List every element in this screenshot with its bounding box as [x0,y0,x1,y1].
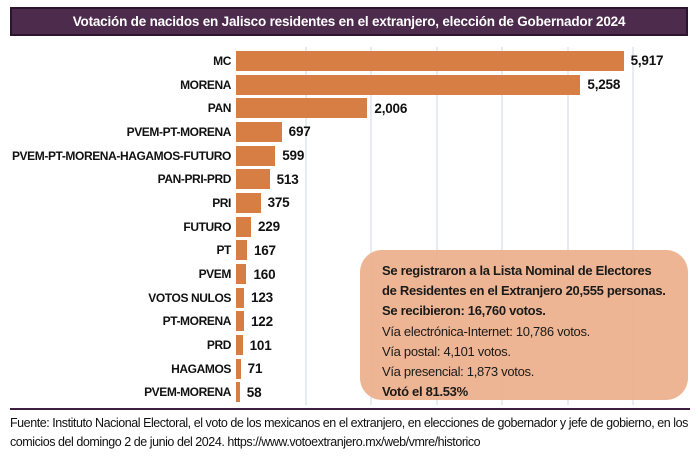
bar-row: PT 167 [0,239,700,263]
annotation-line: Se registraron a la Lista Nominal de Ele… [382,263,652,278]
annotation-line: Vía postal: 4,101 votos. [382,343,511,359]
gridline [501,47,503,405]
bar-row: MORENA 5,258 [0,73,700,97]
bar [236,145,276,166]
bar-label: PT-MORENA [162,314,232,329]
bar-value: 123 [251,290,273,306]
bar-value: 599 [282,148,305,164]
bar-value: 697 [288,124,311,140]
bar-track: 599 [236,145,700,166]
bar [236,311,244,332]
annotation-line: Vía electrónica-Internet: 10,786 votos. [382,323,590,339]
bar-track: 167 [236,240,700,261]
bar-rows: MC 5,917 MORENA 5,258 PAN 2,006 PVEM-PT-MORENA… [0,49,700,404]
gridlines [240,47,640,405]
bar-track: 122 [236,311,700,332]
bar-row: VOTOS NULOS 123 [0,286,700,310]
bar [236,335,243,356]
bar-row: PRD 101 [0,333,700,357]
bar [236,358,241,379]
bar-label: PRD [206,338,232,353]
bar-label: MC [213,53,231,68]
bar-row: PVEM-PT-MORENA-HAGAMOS-FUTURO 599 [0,144,700,168]
bar-track: 5,917 [236,50,700,71]
bar-value: 2,006 [374,100,408,116]
bar-track: 71 [236,358,700,379]
gridline [304,47,307,405]
annotation-line: Se recibieron: 16,760 votos. [382,303,546,319]
bar-label: PVEM-MORENA [144,385,231,400]
bar-row: PAN 2,006 [0,96,700,120]
bar-value: 122 [250,313,273,329]
bar-track: 229 [236,216,700,237]
bar-track: 513 [236,169,700,190]
gridline [435,47,438,405]
chart-title: Votación de nacidos en Jalisco residente… [72,14,626,29]
bar-row: FUTURO 229 [0,215,700,239]
bar-label: PAN-PRI-PRD [157,172,232,187]
footer-divider [10,408,690,410]
bar-label: VOTOS NULOS [148,290,231,305]
bar-label: PRI [212,195,231,210]
bar-value: 58 [246,384,262,400]
bar-row: PVEM-MORENA 58 [0,381,700,405]
bar-label: PVEM-PT-MORENA-HAGAMOS-FUTURO [11,148,231,163]
bar [236,264,247,285]
bar [236,98,368,119]
plot-area: MC 5,917 MORENA 5,258 PAN 2,006 PVEM-PT-MORENA… [0,47,700,405]
bar-row: HAGAMOS 71 [0,357,700,381]
bar [236,169,270,190]
bar-row: PRI 375 [0,191,700,215]
bar-value: 160 [253,266,276,282]
gridline [632,47,634,405]
bar-row: PAN-PRI-PRD 513 [0,167,700,191]
annotation-line: de Residentes en el Extranjero 20,555 pe… [382,283,666,299]
bar-track: 123 [236,287,700,308]
bar-value: 167 [253,242,276,258]
bar [236,240,247,261]
annotation-line: Vía presencial: 1,873 votos. [382,364,535,380]
bar-track: 160 [236,264,700,285]
bar [236,50,624,71]
gridline [370,47,372,405]
bar-track: 2,006 [236,98,700,119]
bar-value: 71 [247,361,263,377]
bar-track: 375 [236,192,700,213]
bar-row: PVEM 160 [0,262,700,286]
bar [236,192,261,213]
gridline [566,47,569,405]
bar-track: 5,258 [236,74,700,95]
bar-label: HAGAMOS [171,361,231,376]
bar-row: MC 5,917 [0,49,700,73]
chart-title-bar: Votación de nacidos en Jalisco residente… [10,7,688,36]
bar-value: 513 [276,171,299,187]
bar-label: MORENA [180,77,231,92]
bar-track: 101 [236,335,700,356]
annotation-line: Votó el 81.53% [382,384,468,400]
bar-value: 5,917 [630,53,664,69]
bar-label: PAN [207,101,232,116]
bar [236,74,581,95]
bar-row: PT-MORENA 122 [0,310,700,334]
bar-label: FUTURO [183,219,231,234]
bar-row: PVEM-PT-MORENA 697 [0,120,700,144]
source-note: Fuente: Instituto Nacional Electoral, el… [10,416,688,449]
bar [236,382,240,403]
bar-value: 5,258 [587,77,621,93]
bar-track: 697 [236,121,700,142]
annotation-box: Se registraron a la Lista Nominal de Ele… [360,250,688,400]
bar-label: PVEM [198,267,232,282]
bar [236,216,251,237]
bar [236,121,282,142]
bar-value: 375 [267,195,290,211]
bar-label: PVEM-PT-MORENA [126,124,232,139]
bar-value: 229 [257,219,280,235]
bar [236,287,245,308]
bar-value: 101 [249,337,272,353]
bar-track: 58 [236,382,700,403]
bar-label: PT [216,243,231,258]
